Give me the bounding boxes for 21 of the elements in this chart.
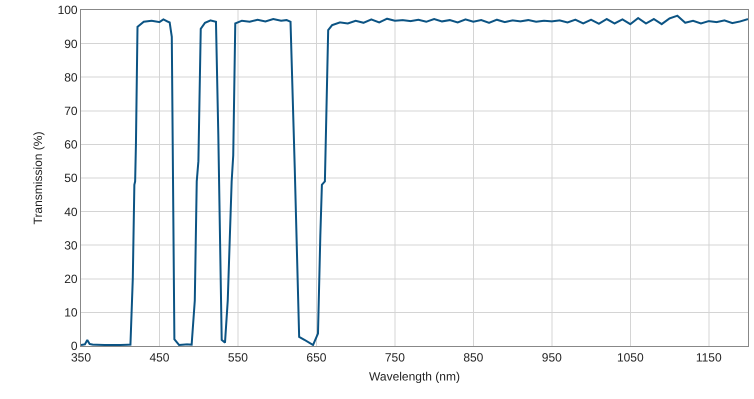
y-tick-label: 90: [64, 36, 78, 51]
line-series: [81, 14, 748, 346]
x-axis-title: Wavelength (nm): [369, 369, 460, 384]
y-tick-label: 80: [64, 70, 78, 84]
x-tick-label: 1150: [696, 350, 722, 364]
y-tick-label: 20: [64, 272, 78, 286]
x-tick-label: 750: [384, 350, 406, 364]
x-tick-label: 650: [306, 350, 327, 364]
y-tick-label: 10: [64, 306, 78, 320]
x-tick-label: 450: [149, 350, 170, 364]
y-axis-title: Transmission (%): [30, 132, 45, 224]
y-tick-label: 50: [64, 171, 78, 186]
y-tick-label: 30: [64, 238, 78, 252]
y-tick-label: 60: [64, 138, 78, 152]
y-tick-label: 100: [58, 3, 78, 18]
x-tick-label: 950: [542, 350, 562, 364]
y-tick-label: 70: [64, 104, 78, 118]
x-tick-label: 850: [463, 350, 484, 364]
y-tick-label: 40: [64, 204, 78, 219]
x-tick-label: 1050: [616, 350, 644, 364]
x-tick-label: 550: [228, 350, 248, 364]
